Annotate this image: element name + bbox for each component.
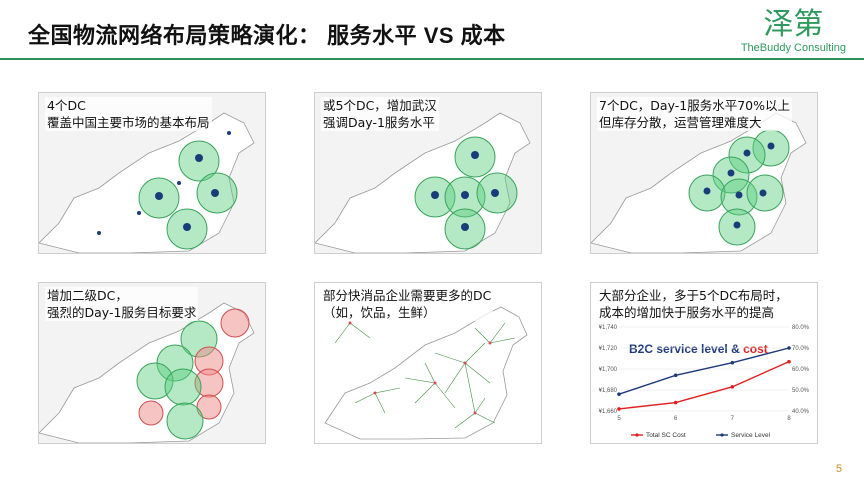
panel-secondary-dc: 增加二级DC， 强烈的Day-1服务目标要求 (38, 282, 266, 444)
service-level-line (618, 347, 790, 395)
panel-caption: 部分快消品企业需要更多的DC （如，饮品，生鲜） (321, 287, 494, 321)
panel-many-dc: 部分快消品企业需要更多的DC （如，饮品，生鲜） (314, 282, 542, 444)
y-left-tick-label: ¥1,740 (599, 325, 618, 331)
y-left-tick-label: ¥1,680 (599, 388, 618, 394)
service-level-point (787, 346, 791, 350)
y-left-tick-label: ¥1,660 (599, 409, 618, 415)
company-logo: 泽第 TheBuddy Consulting (740, 7, 846, 55)
total-sc-cost-line (618, 361, 790, 410)
x-tick-label: 5 (617, 416, 621, 422)
service-level-legend-label: Service Level (731, 432, 771, 439)
total-sc-cost-point (617, 407, 621, 411)
y-right-tick-label: 80.0% (792, 325, 810, 331)
logo-english: TheBuddy Consulting (740, 42, 846, 54)
total-sc-cost-point (673, 400, 678, 405)
china-map-secondary-dc (39, 302, 255, 443)
service-level-point (673, 373, 678, 378)
page-title: 全国物流网络布局策略演化： 服务水平 VS 成本 (28, 23, 506, 48)
china-map-7dc (591, 112, 807, 253)
china-map-5dc (315, 112, 531, 253)
service-level-legend-marker (720, 433, 724, 437)
y-right-tick-label: 60.0% (792, 367, 810, 373)
total-sc-cost-point (787, 359, 791, 364)
service-level-point (617, 392, 621, 396)
panel-caption: 增加二级DC， 强烈的Day-1服务目标要求 (45, 287, 199, 321)
total-sc-cost-legend-marker (635, 433, 639, 437)
cost-service-line-chart: B2C service level & cost ¥1,740 ¥1,720 ¥1,… (599, 325, 810, 439)
panel-5-dc: 或5个DC，增加武汉 强调Day-1服务水平 (314, 92, 542, 254)
y-right-tick-label: 70.0% (792, 346, 810, 352)
x-tick-label: 8 (787, 416, 791, 422)
total-sc-cost-point (730, 385, 735, 389)
x-tick-label: 7 (731, 416, 735, 422)
page-number: 5 (835, 463, 842, 475)
total-sc-cost-legend-label: Total SC Cost (646, 432, 686, 439)
y-right-tick-label: 40.0% (792, 409, 810, 415)
logo-chinese: 泽第 (763, 7, 824, 42)
panel-7-dc: 7个DC，Day-1服务水平70%以上 但库存分散，运营管理难度大 (590, 92, 818, 254)
chart-title: B2C service level & cost (629, 342, 768, 356)
service-level-point (730, 360, 735, 365)
panel-cost-service-chart: B2C service level & cost ¥1,740 ¥1,720 ¥1,… (590, 282, 818, 444)
y-right-tick-label: 50.0% (792, 388, 810, 394)
panel-caption: 大部分企业，多于5个DC布局时， 成本的增加快于服务水平的提高 (599, 288, 788, 320)
panel-caption: 7个DC，Day-1服务水平70%以上 但库存分散，运营管理难度大 (597, 97, 793, 131)
china-map-network-lines (324, 306, 528, 440)
panel-4-dc: 4个DC 覆盖中国主要市场的基本布局 (38, 92, 266, 254)
china-map-4dc (39, 112, 255, 253)
panel-caption: 或5个DC，增加武汉 强调Day-1服务水平 (321, 97, 439, 131)
y-left-tick-label: ¥1,700 (599, 367, 618, 373)
x-tick-label: 6 (674, 416, 678, 422)
y-left-tick-label: ¥1,720 (599, 346, 618, 352)
header-divider (0, 58, 864, 60)
panel-caption: 4个DC 覆盖中国主要市场的基本布局 (45, 97, 212, 131)
